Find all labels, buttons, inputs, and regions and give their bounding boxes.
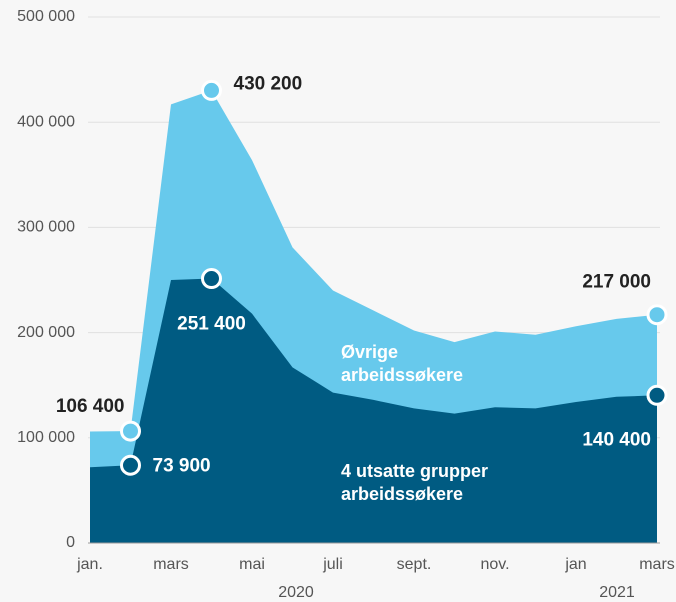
x-tick-label: sept.: [397, 556, 432, 573]
data-label: 251 400: [177, 314, 246, 335]
x-tick-label: jan.: [76, 556, 103, 573]
marker: [120, 420, 141, 442]
y-tick-label: 100 000: [17, 429, 75, 446]
x-tick-label: jan: [564, 556, 586, 573]
marker: [120, 454, 141, 476]
marker: [646, 384, 668, 406]
x-tick-label: mars: [639, 556, 675, 573]
series-label: Øvrige arbeidssøkere: [341, 342, 464, 385]
series-label: 4 utsatte grupper arbeidssøkere: [341, 461, 489, 504]
data-label: 106 400: [56, 396, 125, 417]
y-tick-label: 0: [66, 534, 75, 551]
data-label: 430 200: [234, 73, 303, 94]
marker: [201, 79, 222, 101]
x-tick-label: nov.: [480, 556, 509, 573]
data-label: 217 000: [582, 272, 651, 293]
y-tick-label: 400 000: [17, 113, 75, 130]
year-label: 2020: [278, 584, 314, 601]
marker: [201, 268, 222, 290]
x-tick-label: juli: [322, 556, 343, 573]
data-label: 73 900: [153, 455, 211, 476]
marker: [646, 304, 668, 326]
data-label: 140 400: [582, 429, 651, 450]
y-tick-label: 300 000: [17, 219, 75, 236]
x-tick-label: mai: [239, 556, 265, 573]
x-tick-label: mars: [153, 556, 189, 573]
year-label: 2021: [599, 584, 635, 601]
area: [90, 278, 657, 543]
y-tick-label: 500 000: [17, 8, 75, 25]
y-tick-label: 200 000: [17, 324, 75, 341]
